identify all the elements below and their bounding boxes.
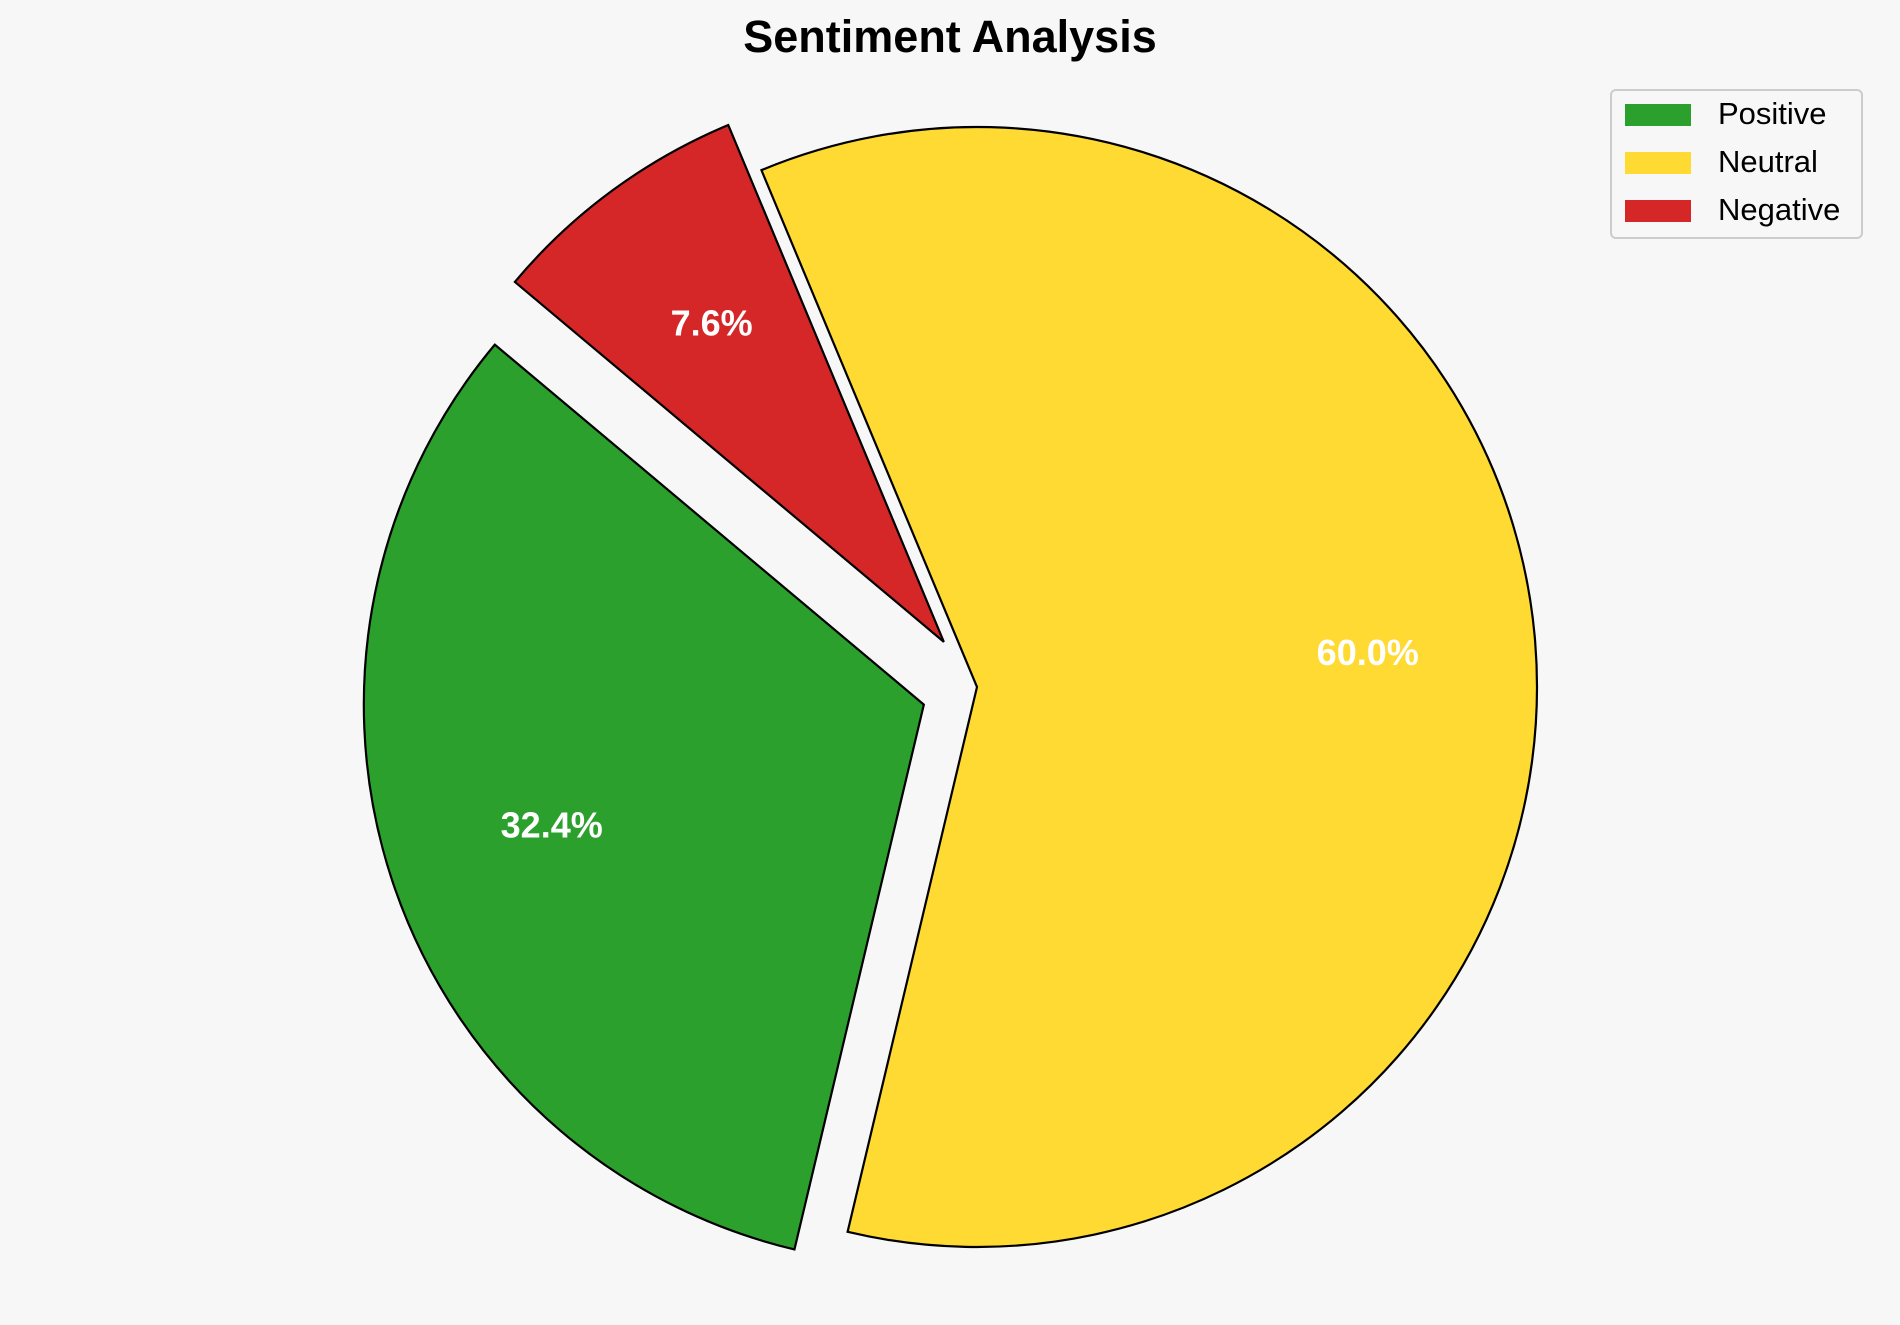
slice-label: 60.0% [1317,632,1419,673]
legend-swatch [1625,104,1691,126]
slice-label: 32.4% [501,804,603,845]
pie-slice [513,123,945,643]
legend-label: Neutral [1718,144,1818,179]
legend-label: Negative [1718,192,1840,227]
legend-swatch [1625,152,1691,174]
pie-slice [759,125,1539,1249]
pie-slice [362,343,926,1251]
slice-label: 7.6% [671,303,753,344]
legend: Positive Neutral Negative [1610,89,1863,239]
legend-label: Positive [1718,96,1827,131]
legend-swatch [1625,200,1691,222]
chart-title: Sentiment Analysis [743,11,1156,62]
